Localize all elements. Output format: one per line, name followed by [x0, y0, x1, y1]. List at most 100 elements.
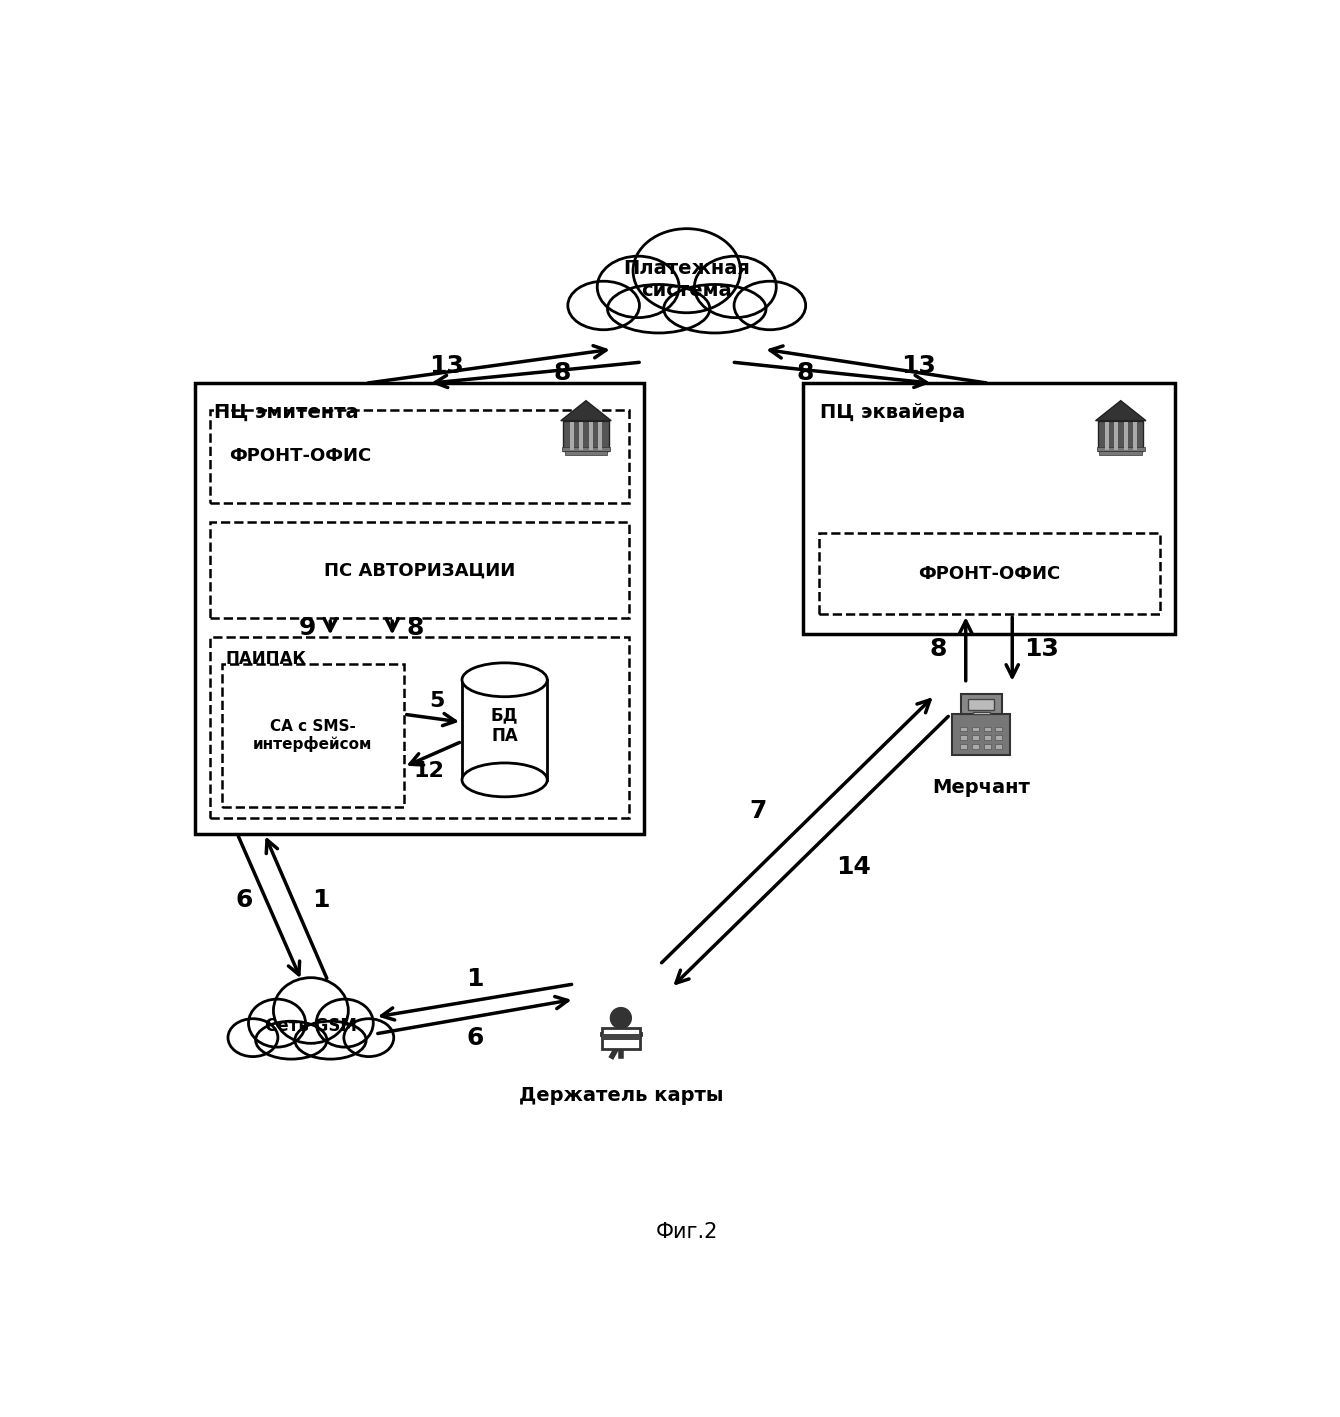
Text: Сеть GSM: Сеть GSM — [265, 1017, 356, 1036]
Text: 14: 14 — [836, 854, 871, 879]
Bar — [969, 699, 994, 710]
Text: 12: 12 — [414, 761, 445, 781]
Bar — [194, 384, 645, 833]
FancyArrowPatch shape — [386, 619, 398, 631]
FancyArrowPatch shape — [410, 743, 460, 765]
FancyArrowPatch shape — [436, 363, 639, 387]
Polygon shape — [1096, 401, 1146, 421]
Ellipse shape — [228, 1019, 277, 1057]
Ellipse shape — [568, 281, 639, 330]
Circle shape — [611, 1007, 631, 1029]
Bar — [996, 735, 1002, 740]
Bar — [972, 735, 980, 740]
Text: 9: 9 — [299, 616, 316, 640]
Bar — [803, 384, 1175, 633]
Bar — [1097, 446, 1144, 451]
Bar — [1104, 422, 1108, 449]
Text: БД
ПА: БД ПА — [490, 707, 519, 745]
Ellipse shape — [248, 999, 306, 1047]
Bar — [953, 714, 1010, 755]
Bar — [210, 411, 628, 503]
FancyArrowPatch shape — [382, 985, 572, 1020]
Bar — [961, 735, 967, 740]
Text: 1: 1 — [466, 966, 484, 990]
Ellipse shape — [344, 1019, 394, 1057]
Text: 8: 8 — [407, 616, 425, 640]
Bar — [602, 1029, 641, 1049]
Text: 7: 7 — [750, 799, 766, 823]
Ellipse shape — [462, 663, 547, 697]
Bar — [602, 1033, 641, 1040]
Bar — [819, 533, 1159, 615]
FancyArrowPatch shape — [324, 619, 336, 631]
FancyArrowPatch shape — [675, 717, 949, 983]
Ellipse shape — [273, 978, 348, 1043]
Bar — [972, 727, 980, 731]
Text: 6: 6 — [466, 1026, 484, 1050]
Bar — [570, 422, 574, 449]
FancyArrowPatch shape — [369, 346, 606, 383]
FancyArrowPatch shape — [406, 714, 456, 726]
Bar — [984, 735, 990, 740]
Ellipse shape — [632, 228, 741, 313]
Ellipse shape — [256, 1022, 327, 1058]
Text: 8: 8 — [796, 361, 813, 384]
Bar — [984, 727, 990, 731]
Bar — [563, 421, 608, 451]
FancyArrowPatch shape — [959, 621, 972, 680]
Bar — [221, 665, 403, 806]
Text: 13: 13 — [902, 354, 937, 378]
Bar — [1097, 421, 1143, 451]
Bar — [996, 727, 1002, 731]
Text: Держатель карты: Держатель карты — [519, 1087, 724, 1105]
Text: ПЦ эквайера: ПЦ эквайера — [820, 402, 965, 422]
Text: 6: 6 — [236, 887, 253, 911]
Text: 5: 5 — [429, 691, 445, 711]
FancyArrowPatch shape — [267, 840, 327, 978]
FancyArrowPatch shape — [239, 836, 300, 975]
FancyArrowPatch shape — [378, 996, 568, 1033]
Text: Мерчант: Мерчант — [933, 778, 1030, 798]
Bar — [590, 422, 594, 449]
Bar — [996, 744, 1002, 748]
Bar — [1099, 451, 1142, 455]
Ellipse shape — [598, 256, 679, 317]
FancyArrowPatch shape — [770, 346, 986, 383]
FancyArrowPatch shape — [662, 700, 930, 962]
Text: 8: 8 — [553, 361, 571, 384]
Ellipse shape — [295, 1022, 366, 1058]
Bar — [462, 680, 547, 779]
Text: 8: 8 — [930, 638, 947, 660]
Bar — [561, 446, 610, 451]
Text: ФРОНТ-ОФИС: ФРОНТ-ОФИС — [918, 565, 1060, 582]
Ellipse shape — [607, 285, 710, 333]
Text: ФРОНТ-ОФИС: ФРОНТ-ОФИС — [229, 448, 371, 465]
Text: Фиг.2: Фиг.2 — [655, 1221, 718, 1241]
Text: 13: 13 — [429, 354, 464, 378]
Bar — [598, 422, 602, 449]
Text: 13: 13 — [1024, 638, 1059, 660]
Bar — [961, 744, 967, 748]
Bar — [1124, 422, 1128, 449]
Bar — [579, 422, 583, 449]
Text: ПЦ эмитента: ПЦ эмитента — [214, 402, 359, 422]
Ellipse shape — [462, 762, 547, 796]
Text: ПАИПАК: ПАИПАК — [225, 650, 307, 667]
Bar — [973, 711, 990, 714]
Ellipse shape — [694, 256, 776, 317]
Text: СА с SMS-
интерфейсом: СА с SMS- интерфейсом — [253, 718, 373, 752]
Bar — [961, 727, 967, 731]
Ellipse shape — [316, 999, 374, 1047]
Bar — [972, 744, 980, 748]
FancyArrowPatch shape — [734, 363, 926, 387]
FancyArrowPatch shape — [1006, 618, 1018, 677]
Bar — [984, 744, 990, 748]
Bar — [1114, 422, 1118, 449]
Text: ПС АВТОРИЗАЦИИ: ПС АВТОРИЗАЦИИ — [324, 561, 515, 580]
Polygon shape — [561, 401, 611, 421]
Text: 1: 1 — [312, 887, 330, 911]
Text: Платежная
система: Платежная система — [623, 259, 750, 300]
Ellipse shape — [734, 281, 805, 330]
Bar — [564, 451, 607, 455]
Bar — [961, 694, 1001, 714]
